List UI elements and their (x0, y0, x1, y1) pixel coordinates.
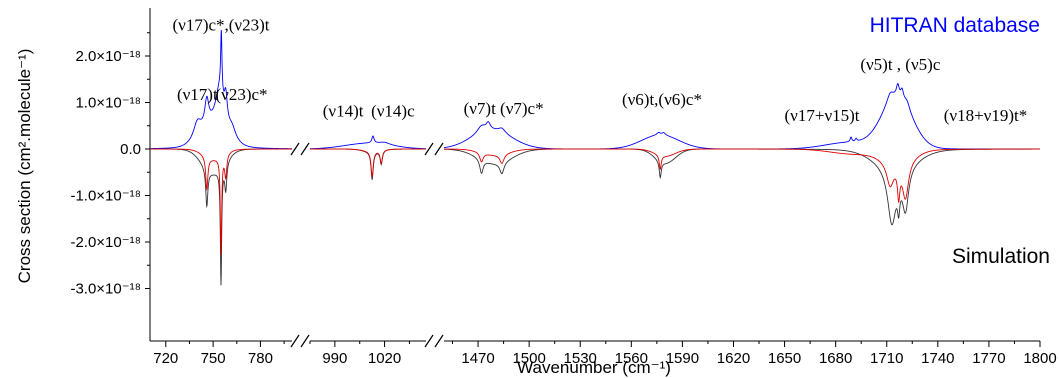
x-tick-label: 1020 (368, 350, 401, 367)
series-line (444, 148, 1040, 204)
band-annotation: (ν23)c* (215, 85, 267, 104)
band-annotation: (ν17+ν15)t (785, 106, 860, 125)
axes: 2.0×10⁻¹⁸ 1.0×10⁻¹⁸ 0.0 -1.0×10⁻¹⁸ -2.0×10⁻¹… (70, 8, 1057, 367)
axis-break-mark (434, 142, 444, 156)
axis-break-mark (290, 142, 300, 156)
x-tick-label: 1740 (921, 350, 954, 367)
series-line (150, 148, 292, 286)
axis-break-mark (424, 334, 434, 348)
band-annotation: (ν14)t (323, 101, 364, 120)
x-tick-label: 780 (248, 350, 273, 367)
y-tick-label: -3.0×10⁻¹⁸ (70, 281, 141, 298)
legend-label-hitran: HITRAN database (870, 14, 1040, 37)
x-tick-label: 750 (201, 350, 226, 367)
axis-break-mark (424, 142, 434, 156)
axis-break-mark (290, 334, 300, 348)
x-tick-label: 720 (153, 350, 178, 367)
x-tick-label: 1500 (512, 350, 545, 367)
series-simulation (150, 148, 1040, 286)
x-tick-label: 1680 (819, 350, 852, 367)
series-line (149, 29, 292, 150)
y-tick-label: 2.0×10⁻¹⁸ (75, 48, 141, 65)
band-annotation: (ν17)c*,(ν23)t (172, 15, 269, 34)
legend-label-simulation: Simulation (952, 245, 1050, 268)
x-tick-label: 1650 (768, 350, 801, 367)
annotations: (ν17)c*,(ν23)t (ν17)t(ν23)c* (ν14)t (ν14)c (… (172, 15, 1027, 125)
series-line (443, 148, 1040, 226)
y-tick-label: -1.0×10⁻¹⁸ (70, 188, 141, 205)
band-annotation: (ν5)t , (ν5)c (860, 55, 940, 74)
band-annotation: (ν14)c (371, 101, 415, 120)
band-annotation: (ν18+ν19)t* (944, 106, 1028, 125)
x-tick-label: 1560 (615, 350, 648, 367)
axis-break-mark (300, 142, 310, 156)
y-tick-label: 1.0×10⁻¹⁸ (75, 95, 141, 112)
x-tick-label: 1710 (870, 350, 903, 367)
series-line (150, 148, 292, 256)
x-tick-label: 1620 (717, 350, 750, 367)
band-annotation: (ν17)t (177, 85, 218, 104)
x-tick-label: 1530 (564, 350, 597, 367)
axis-break-mark (434, 334, 444, 348)
x-tick-label: 1800 (1023, 350, 1056, 367)
x-tick-label: 1770 (972, 350, 1005, 367)
series-line (309, 135, 426, 150)
band-annotation: (ν7)t (ν7)c* (464, 99, 544, 118)
x-tick-label: 1470 (461, 350, 494, 367)
series-hitran-database (149, 29, 1040, 150)
band-annotation: (ν6)t,(ν6)c* (622, 90, 702, 109)
x-tick-label: 1590 (666, 350, 699, 367)
series-group (149, 29, 1040, 286)
y-tick-label: 0.0 (120, 141, 141, 158)
axis-break-mark (300, 334, 310, 348)
y-tick-label: -2.0×10⁻¹⁸ (70, 234, 141, 251)
x-axis-label: Wavenumber (cm⁻¹) (517, 358, 671, 377)
series-line (310, 148, 426, 178)
series-red (150, 148, 1040, 256)
y-axis-label: Cross section (cm².molecule⁻¹) (15, 49, 34, 284)
x-tick-label: 990 (322, 350, 347, 367)
